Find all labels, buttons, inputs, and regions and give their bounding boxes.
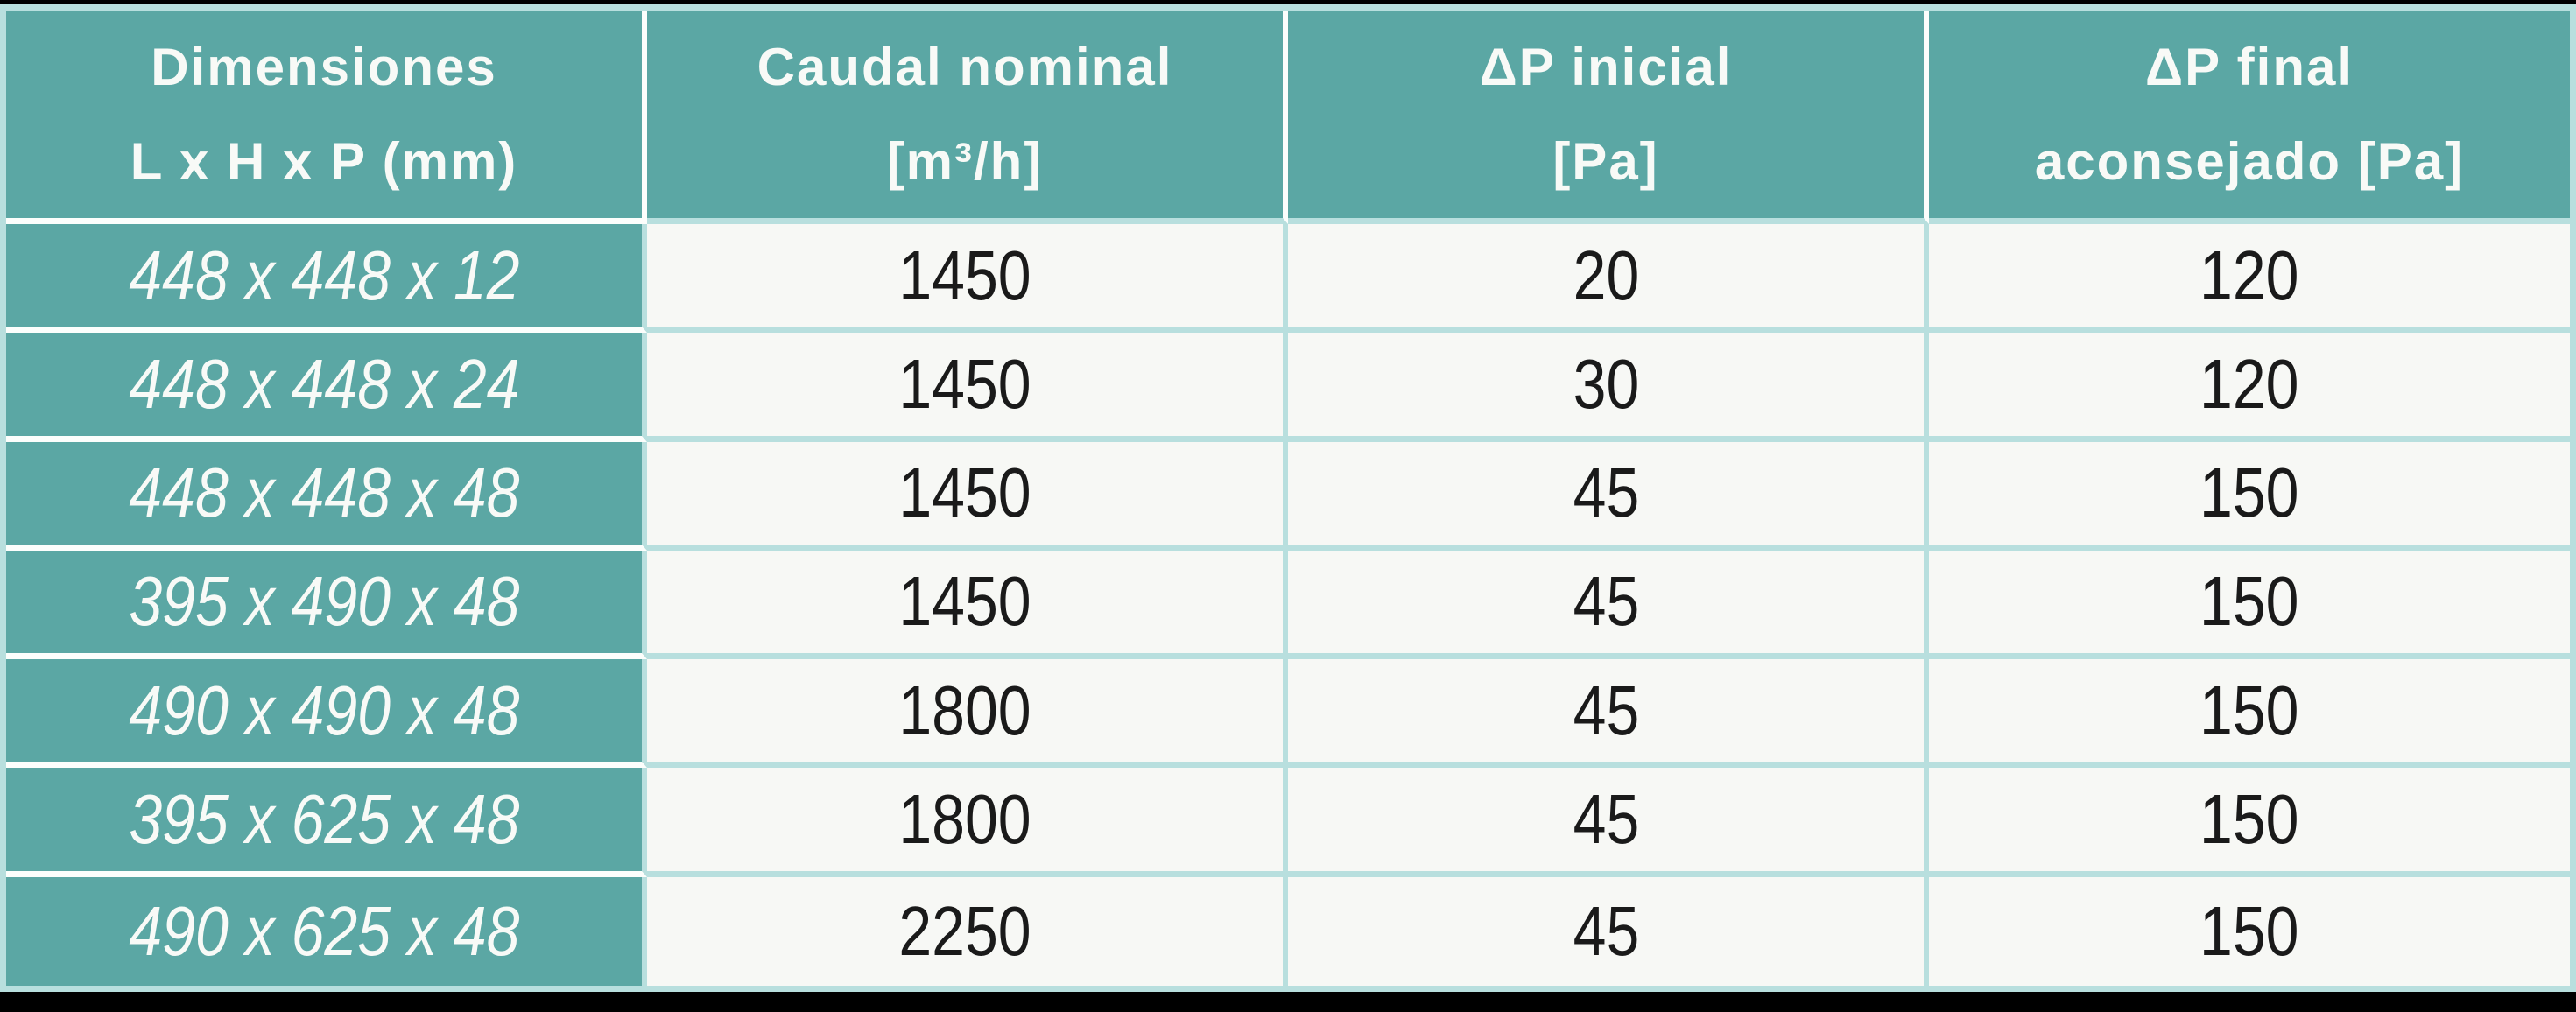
cell-caudal-nominal: 1450 (647, 333, 1288, 442)
header-line-1: ΔP final (2144, 37, 2354, 96)
cell-caudal-nominal: 1800 (647, 768, 1288, 877)
header-line-1: Dimensiones (151, 37, 497, 96)
cell-caudal-nominal: 1450 (647, 441, 1288, 551)
header-line-2: [m³/h] (886, 131, 1044, 191)
column-header-dp-final: ΔP final aconsejado [Pa] (1929, 11, 2570, 224)
cell-dp-inicial: 45 (1288, 550, 1929, 660)
cell-dp-inicial: 45 (1288, 441, 1929, 551)
column-header-caudal-nominal: Caudal nominal [m³/h] (647, 11, 1288, 224)
cell-dp-inicial: 45 (1288, 876, 1929, 986)
cell-dp-inicial: 45 (1288, 768, 1929, 877)
cell-dimensions: 395 x 625 x 48 (6, 768, 647, 877)
cell-caudal-nominal: 1450 (647, 550, 1288, 660)
cell-dp-final: 150 (1929, 659, 2570, 769)
cell-dp-inicial: 30 (1288, 333, 1929, 442)
cell-dimensions: 448 x 448 x 48 (6, 441, 647, 551)
cell-dimensions: 448 x 448 x 24 (6, 333, 647, 442)
cell-caudal-nominal: 1450 (647, 224, 1288, 334)
table-grid: Dimensiones L x H x P (mm) Caudal nomina… (6, 11, 2570, 986)
column-header-dp-inicial: ΔP inicial [Pa] (1288, 11, 1929, 224)
header-line-1: Caudal nominal (757, 37, 1173, 96)
cell-dp-inicial: 45 (1288, 659, 1929, 769)
filter-spec-table: Dimensiones L x H x P (mm) Caudal nomina… (0, 4, 2576, 992)
cell-dimensions: 490 x 625 x 48 (6, 876, 647, 986)
cell-dp-final: 150 (1929, 441, 2570, 551)
cell-caudal-nominal: 2250 (647, 876, 1288, 986)
header-line-2: L x H x P (mm) (130, 131, 518, 191)
cell-dimensions: 448 x 448 x 12 (6, 224, 647, 334)
cell-dimensions: 490 x 490 x 48 (6, 659, 647, 769)
header-line-1: ΔP inicial (1479, 37, 1733, 96)
cell-caudal-nominal: 1800 (647, 659, 1288, 769)
cell-dp-final: 120 (1929, 333, 2570, 442)
cell-dp-final: 120 (1929, 224, 2570, 334)
cell-dp-inicial: 20 (1288, 224, 1929, 334)
header-line-2: [Pa] (1552, 131, 1659, 191)
cell-dp-final: 150 (1929, 876, 2570, 986)
column-header-dimensions: Dimensiones L x H x P (mm) (6, 11, 647, 224)
cell-dp-final: 150 (1929, 550, 2570, 660)
cell-dimensions: 395 x 490 x 48 (6, 550, 647, 660)
cell-dp-final: 150 (1929, 768, 2570, 877)
header-line-2: aconsejado [Pa] (2034, 131, 2465, 191)
